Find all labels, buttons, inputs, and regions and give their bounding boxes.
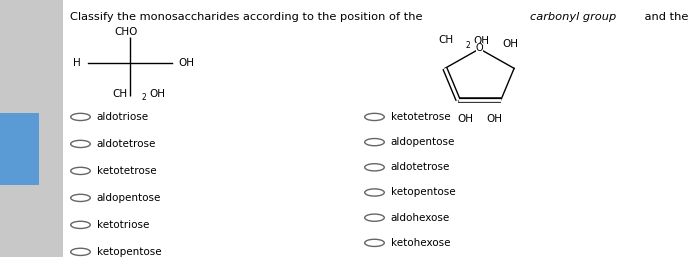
Text: aldopentose: aldopentose [391, 137, 455, 147]
Text: aldotriose: aldotriose [97, 112, 148, 122]
Text: aldotetrose: aldotetrose [391, 162, 450, 172]
Text: OH: OH [457, 114, 473, 124]
Text: carbonyl group: carbonyl group [529, 12, 616, 22]
Text: aldotetrose: aldotetrose [97, 139, 156, 149]
Text: H: H [73, 58, 80, 68]
Text: OH: OH [178, 58, 195, 68]
Text: 2: 2 [466, 41, 470, 50]
Text: 2: 2 [141, 93, 146, 102]
Text: ketohexose: ketohexose [391, 238, 450, 248]
Text: ketopentose: ketopentose [97, 247, 161, 257]
Text: ketopentose: ketopentose [391, 188, 455, 197]
Text: OH: OH [149, 89, 165, 99]
FancyBboxPatch shape [63, 0, 700, 257]
FancyBboxPatch shape [0, 113, 38, 185]
Text: ketotetrose: ketotetrose [97, 166, 156, 176]
Text: ketotriose: ketotriose [97, 220, 149, 230]
Text: aldohexose: aldohexose [391, 213, 450, 223]
Text: CHO: CHO [114, 27, 138, 37]
Text: CH: CH [112, 89, 127, 99]
Text: OH: OH [503, 39, 519, 49]
Text: and the: and the [640, 12, 692, 22]
Text: aldopentose: aldopentose [97, 193, 161, 203]
Text: ketotetrose: ketotetrose [391, 112, 450, 122]
Text: CH: CH [438, 35, 453, 45]
Text: Classify the monosaccharides according to the position of the: Classify the monosaccharides according t… [70, 12, 426, 22]
Text: O: O [476, 43, 483, 52]
Text: OH: OH [473, 36, 489, 46]
Text: OH: OH [486, 114, 502, 124]
